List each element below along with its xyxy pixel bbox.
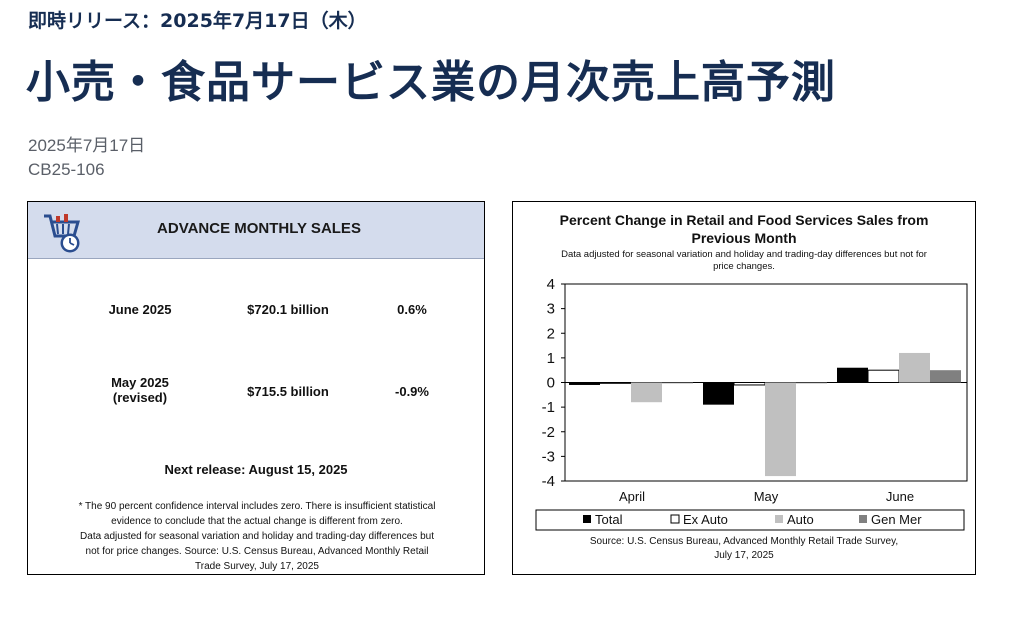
bar-total — [703, 382, 734, 405]
footnote: * The 90 percent confidence interval inc… — [40, 499, 474, 574]
bar-ex-auto — [733, 382, 766, 386]
chart-source-line: Source: U.S. Census Bureau, Advanced Mon… — [589, 536, 899, 547]
legend-swatch — [859, 515, 867, 523]
percent-change: -0.9% — [395, 384, 429, 399]
release-id: CB25-106 — [28, 160, 105, 179]
footnote-line: Data adjusted for seasonal variation and… — [80, 531, 434, 542]
bar-auto — [765, 382, 796, 477]
footnote-line: * The 90 percent confidence interval inc… — [78, 501, 436, 512]
x-tick-label: April — [619, 489, 645, 504]
period-label: May 2025 (revised) — [80, 375, 200, 405]
chart-title-line: Previous Month — [691, 230, 797, 246]
legend-swatch — [775, 515, 783, 523]
shopping-cart-clock-icon — [44, 214, 80, 253]
sales-amount: $720.1 billion — [247, 302, 329, 317]
footnote-line: evidence to conclude that the actual cha… — [111, 516, 403, 527]
bar-gen-mer — [796, 382, 827, 384]
legend-swatch — [670, 514, 680, 524]
period-line2: (revised) — [112, 390, 168, 405]
chart-title: Percent Change in Retail and Food Servic… — [513, 211, 975, 247]
legend-label: Ex Auto — [683, 512, 728, 527]
y-tick-label: 4 — [547, 276, 555, 293]
bar-gen-mer — [662, 382, 693, 384]
legend-swatch — [583, 515, 591, 523]
bar-total — [569, 382, 600, 385]
x-tick-label: June — [886, 489, 914, 504]
next-release-date: Next release: August 15, 2025 — [164, 462, 348, 477]
period-line1: May 2025 — [111, 375, 169, 390]
bar-gen-mer — [930, 370, 961, 383]
y-tick-label: 2 — [547, 325, 555, 342]
percent-change: 0.6% — [397, 302, 427, 317]
bar-auto — [631, 382, 662, 403]
chart-subtitle: Data adjusted for seasonal variation and… — [513, 249, 975, 273]
y-tick-label: -4 — [542, 473, 555, 490]
chart-source-line: July 17, 2025 — [714, 550, 774, 561]
legend-box — [535, 509, 965, 531]
panel-title: ADVANCE MONTHLY SALES — [157, 220, 361, 237]
bar-auto — [899, 352, 930, 383]
y-tick-label: 3 — [547, 301, 555, 318]
legend-label: Gen Mer — [871, 512, 922, 527]
y-tick-label: -1 — [542, 399, 555, 416]
page-title: 小売・食品サービス業の月次売上高予測 — [26, 57, 836, 108]
footnote-line: not for price changes. Source: U.S. Cens… — [85, 546, 429, 557]
y-tick-label: -3 — [542, 448, 555, 465]
advance-monthly-sales-panel: ADVANCE MONTHLY SALES June 2025 $720.1 b… — [27, 201, 485, 575]
chart-source: Source: U.S. Census Bureau, Advanced Mon… — [513, 535, 975, 563]
bar-ex-auto — [867, 369, 900, 383]
chart-title-line: Percent Change in Retail and Food Servic… — [559, 212, 929, 228]
chart-subtitle-line: price changes. — [713, 261, 775, 272]
panel-header: ADVANCE MONTHLY SALES — [28, 202, 484, 259]
sales-amount: $715.5 billion — [247, 384, 329, 399]
y-tick-label: 1 — [547, 350, 555, 367]
bar-total — [837, 367, 868, 383]
bar-chart: 4 3 2 1 0 -1 -2 -3 -4 April May June Total Ex Auto Aut… — [535, 276, 968, 531]
legend-label: Total — [595, 512, 623, 527]
publish-date: 2025年7月17日 — [28, 136, 146, 155]
legend-label: Auto — [787, 512, 814, 527]
period-label: June 2025 — [108, 302, 172, 317]
chart-subtitle-line: Data adjusted for seasonal variation and… — [561, 249, 927, 260]
percent-change-chart-panel: Percent Change in Retail and Food Servic… — [512, 201, 976, 575]
x-tick-label: May — [754, 489, 779, 504]
bar-ex-auto — [599, 382, 632, 384]
y-tick-label: -2 — [542, 424, 555, 441]
footnote-line: Trade Survey, July 17, 2025 — [195, 561, 319, 572]
release-date-label: 即時リリース：2025年7月17日（木） — [28, 10, 367, 32]
y-tick-label: 0 — [547, 375, 555, 392]
